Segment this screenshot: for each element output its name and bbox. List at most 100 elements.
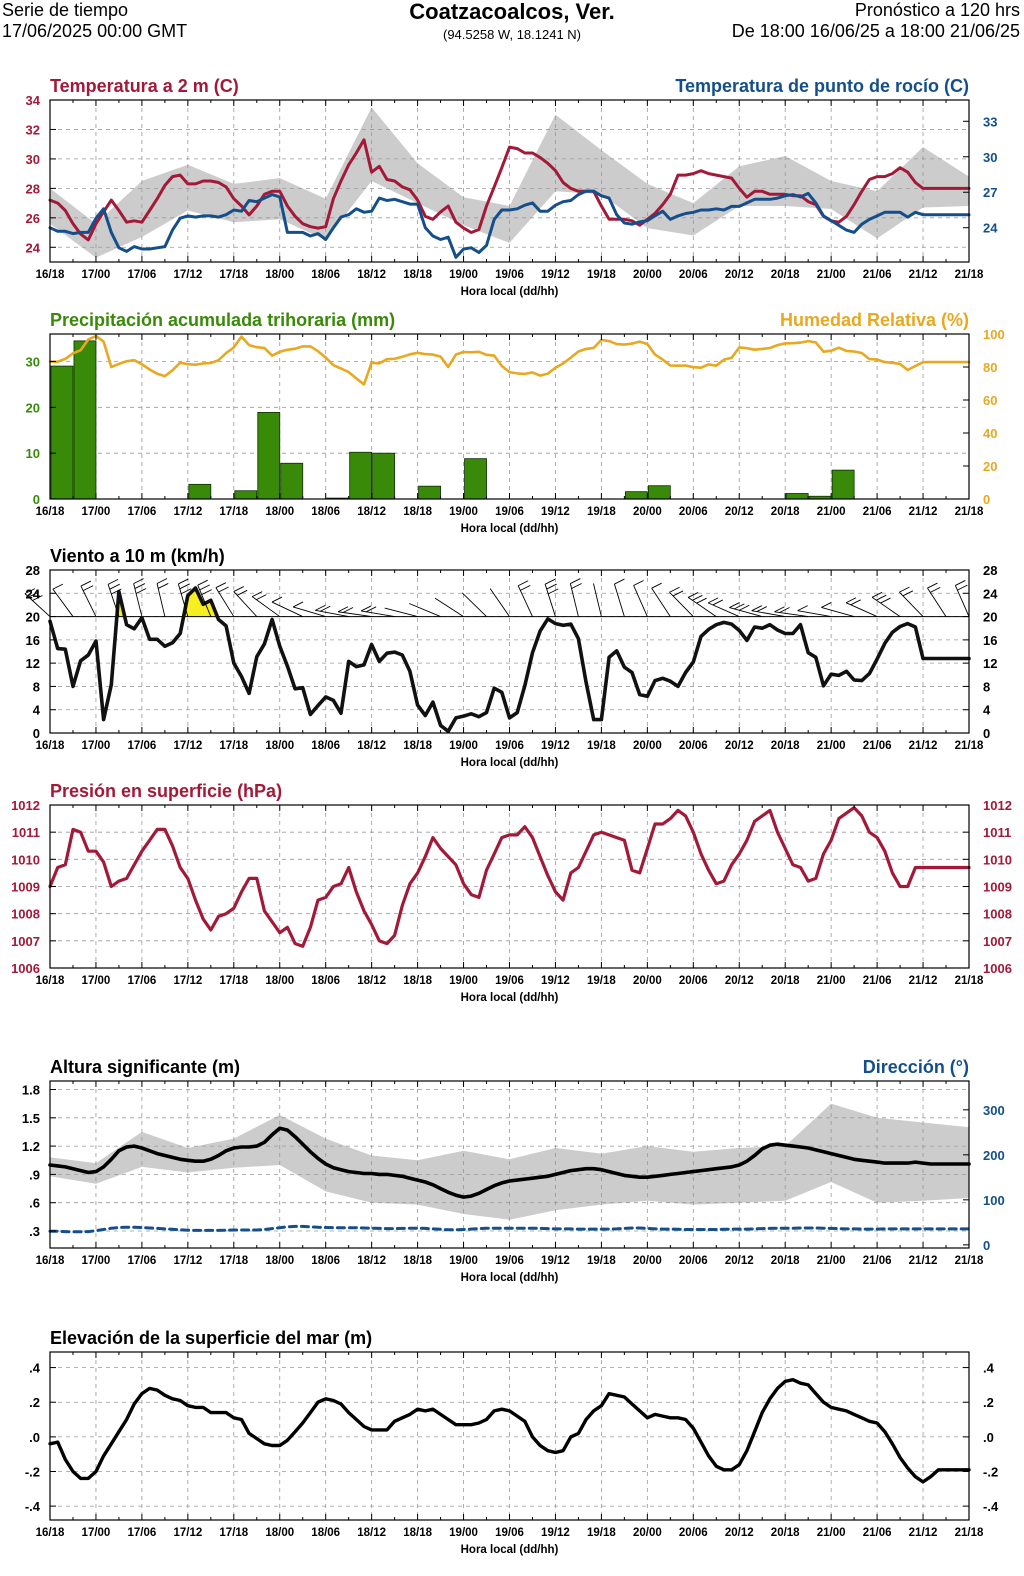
x-tick-label: 16/18: [36, 1255, 65, 1267]
x-tick-label: 21/06: [863, 1255, 892, 1267]
x-tick-label: 19/06: [495, 1527, 524, 1539]
x-tick-label: 17/00: [82, 1527, 111, 1539]
x-tick-label: 21/06: [863, 740, 892, 752]
x-tick-label: 21/00: [817, 975, 846, 987]
wind-barb-feather: [292, 601, 304, 608]
wind-barb-feather: [111, 588, 122, 595]
wind-barb-staff: [489, 588, 510, 617]
wind-barb-feather: [252, 591, 263, 598]
x-tick-label: 20/18: [771, 1527, 800, 1539]
wind-barb-feather: [876, 594, 887, 601]
y-tick-label-left: .0: [29, 1430, 40, 1445]
y-tick-label-left: 1010: [11, 852, 40, 867]
x-tick-label: 21/06: [863, 975, 892, 987]
y-tick-label-left: 24: [26, 586, 41, 601]
x-axis-title: Hora local (dd/hh): [461, 757, 559, 769]
header-left: Serie de tiempo 17/06/2025 00:00 GMT: [2, 0, 187, 42]
panel-precip: 16/18 17/00 17/06 17/12 17/18 18/00 18/06 18/12…: [26, 310, 1005, 535]
x-tick-label: 19/06: [495, 269, 524, 281]
wind-barb-feather: [360, 605, 372, 612]
x-tick-label: 17/12: [173, 740, 202, 752]
x-tick-label: 20/12: [725, 269, 754, 281]
panel-title-left: Elevación de la superficie del mar (m): [50, 1328, 372, 1348]
wind-barb-feather: [109, 583, 120, 590]
x-tick-label: 20/00: [633, 506, 662, 518]
wind-barb-feather: [24, 588, 36, 595]
x-tick-label: 17/12: [173, 975, 202, 987]
x-tick-label: 21/06: [863, 1527, 892, 1539]
wind-barb-staff: [292, 606, 326, 618]
y-tick-label-left: 16: [26, 633, 40, 648]
y-tick-label-right: .0: [983, 1430, 994, 1445]
wind-barb-feather: [774, 606, 785, 613]
panel-title-left: Precipitación acumulada trihoraria (mm): [50, 310, 395, 330]
x-tick-label: 19/12: [541, 506, 570, 518]
wind-barb-staff: [384, 607, 418, 618]
y-tick-label-left: 0: [33, 726, 40, 741]
x-tick-label: 18/00: [265, 269, 294, 281]
series-line-pressure-0: [48, 806, 971, 948]
x-tick-label: 21/12: [909, 740, 938, 752]
wind-barb-feather: [571, 583, 582, 589]
wind-barb-staff: [544, 584, 556, 617]
x-tick-label: 21/18: [955, 506, 984, 518]
wind-barb-staff: [156, 583, 166, 617]
wind-barb-staff: [954, 585, 970, 617]
x-tick-label: 19/18: [587, 269, 616, 281]
wind-barb-feather: [871, 591, 883, 598]
x-tick-label: 18/06: [311, 975, 340, 987]
x-tick-label: 21/18: [955, 1255, 984, 1267]
x-tick-label: 20/00: [633, 1255, 662, 1267]
wind-barb-feather: [156, 578, 168, 584]
y-tick-label-right: 28: [983, 563, 997, 578]
y-tick-label-right: .4: [983, 1361, 995, 1376]
wind-barb-feather: [692, 594, 703, 601]
y-tick-label-left: 26: [26, 211, 40, 226]
x-tick-label: 20/06: [679, 506, 708, 518]
x-tick-label: 19/18: [587, 506, 616, 518]
wind-barb-feather: [751, 605, 762, 612]
x-tick-label: 17/18: [219, 269, 248, 281]
x-tick-label: 19/00: [449, 740, 478, 752]
x-tick-label: 20/12: [725, 506, 754, 518]
series-line-ssh-0: [48, 1378, 971, 1484]
y-tick-label-left: 30: [26, 152, 40, 167]
y-tick-label-left: 0: [33, 492, 40, 507]
series-line-wind-0: [48, 586, 971, 734]
y-tick-label-right: 200: [983, 1148, 1005, 1163]
x-tick-label: 18/00: [265, 975, 294, 987]
y-tick-label-left: 28: [26, 563, 40, 578]
wind-barb-staff: [871, 596, 901, 617]
y-tick-label-right: 1012: [983, 798, 1012, 813]
x-tick-label: 21/12: [909, 506, 938, 518]
wind-barb-staff: [233, 591, 258, 617]
wind-barb-feather: [320, 605, 331, 612]
wind-barb-staff: [461, 592, 487, 617]
wind-barb-feather: [927, 582, 938, 589]
wind-barb-feather: [107, 578, 119, 585]
x-tick-label: 17/00: [82, 1255, 111, 1267]
x-tick-label: 21/12: [909, 1527, 938, 1539]
precip-bar: [624, 491, 648, 500]
wind-barb-feather: [517, 580, 529, 587]
wind-barb-feather: [544, 578, 556, 585]
y-tick-label-right: 40: [983, 426, 997, 441]
x-tick-label: 19/00: [449, 1527, 478, 1539]
panel-wind: 16/18 17/00 17/06 17/12 17/18 18/00 18/06 18/12…: [26, 546, 999, 769]
wind-barb-staff: [177, 583, 189, 617]
y-tick-label-left: 1006: [11, 961, 40, 976]
y-tick-label-left: .2: [29, 1395, 40, 1410]
y-tick-label-right: 8: [983, 679, 990, 694]
wind-barb-staff: [133, 583, 143, 617]
wind-barb-feather: [633, 580, 644, 586]
x-axis-title: Hora local (dd/hh): [461, 1272, 559, 1284]
wind-barb-staff: [899, 591, 924, 617]
panel-title-right: Temperatura de punto de rocío (C): [675, 76, 969, 96]
y-tick-label-right: 20: [983, 610, 997, 625]
precip-bar: [464, 458, 487, 500]
x-tick-label: 18/18: [403, 1255, 432, 1267]
x-tick-label: 20/00: [633, 975, 662, 987]
wind-barb-feather: [201, 589, 212, 596]
x-tick-label: 19/12: [541, 975, 570, 987]
